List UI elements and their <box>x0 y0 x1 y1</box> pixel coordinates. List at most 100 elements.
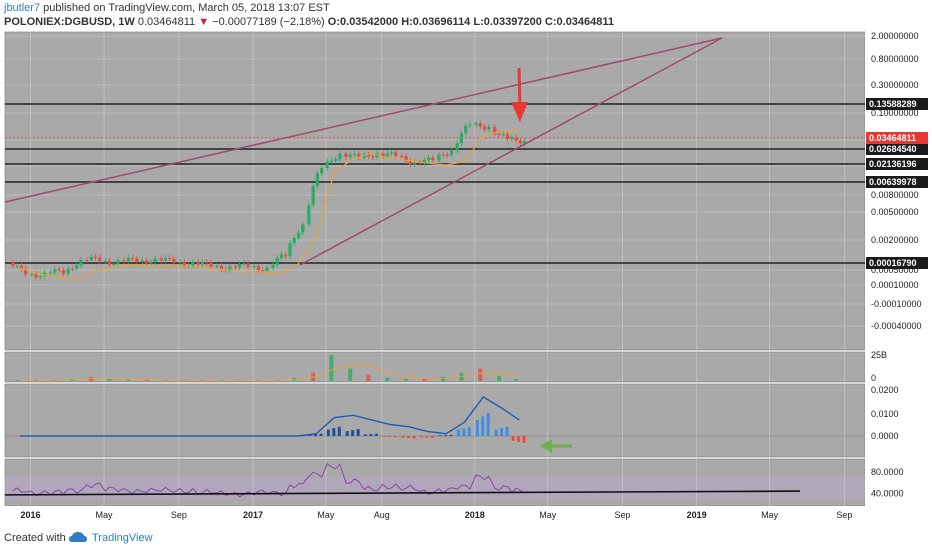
level-label-bg <box>866 257 928 269</box>
candle-body <box>116 260 120 264</box>
candle-body <box>57 269 61 271</box>
candle-body <box>228 266 232 270</box>
volume-tick-label: 0 <box>871 373 876 383</box>
macd-histogram-bar <box>505 426 509 436</box>
candle-body <box>89 256 93 261</box>
level-label: 0.02136196 <box>869 159 917 169</box>
candle-body <box>501 134 505 136</box>
candle-body <box>98 257 102 262</box>
x-tick-label: 2018 <box>465 510 485 520</box>
level-label-bg <box>866 98 928 110</box>
candle-body <box>288 243 292 257</box>
volume-bar <box>514 378 519 381</box>
x-axis-bg <box>0 506 932 522</box>
candle-body <box>371 156 375 158</box>
macd-histogram-bar <box>300 436 304 437</box>
macd-histogram-bar <box>486 413 490 436</box>
macd-histogram-bar <box>407 436 411 438</box>
macd-histogram-bar <box>18 436 22 437</box>
candle-body <box>506 134 510 139</box>
x-tick-label: May <box>761 510 779 520</box>
candles <box>11 120 527 281</box>
author-link[interactable]: jbutler7 <box>4 2 41 14</box>
volume-axis-bg <box>865 352 932 382</box>
rsi-trendline <box>4 490 801 496</box>
wedge-upper-line <box>4 37 723 203</box>
candle-body <box>93 256 98 258</box>
macd-tick-label: 0.0100 <box>871 409 899 419</box>
x-tick-label: Sep <box>171 510 187 520</box>
candle-body <box>219 265 223 270</box>
candle-body <box>418 162 422 164</box>
candle-body <box>145 260 149 264</box>
candle-body <box>394 152 398 156</box>
candle-body <box>441 154 445 156</box>
candle-body <box>311 186 315 206</box>
candle-body <box>329 160 333 162</box>
down-triangle-icon: ▼ <box>198 16 210 28</box>
rsi-tick-label: 80.0000 <box>871 467 904 477</box>
candle-body <box>389 152 394 154</box>
macd-histogram-bar <box>517 436 521 442</box>
level-label-bg <box>866 143 928 155</box>
chart-area[interactable]: 2016 May Sep 2017 May Aug 2018 May Sep 2019 May Sep… <box>0 30 932 525</box>
publish-line: jbutler7 published on TradingView.com, M… <box>4 2 330 14</box>
macd-histogram-bar <box>401 436 405 438</box>
price-panel-bg <box>4 31 866 351</box>
red-down-arrow-icon <box>511 102 528 122</box>
macd-histogram-bar <box>351 430 355 436</box>
moving-average-line <box>20 129 520 281</box>
candle-body <box>252 266 256 268</box>
volume-bar <box>422 378 427 381</box>
rsi-tick-label: 40.0000 <box>871 488 904 498</box>
candle-body <box>200 262 205 265</box>
tradingview-brand-link[interactable]: TradingView <box>92 532 153 544</box>
candle-body <box>159 258 163 261</box>
macd-histogram-bar <box>467 426 471 436</box>
current-price-label-bg <box>866 132 928 144</box>
candle-body <box>320 167 324 174</box>
macd-histogram-bar <box>511 436 515 441</box>
created-with-label: Created with <box>4 532 66 544</box>
level-label: 0.02684540 <box>869 144 917 154</box>
x-tick-label: 2019 <box>687 510 707 520</box>
volume-bar <box>348 368 353 381</box>
macd-histogram-bar <box>494 429 498 436</box>
macd-histogram-bar <box>393 436 397 438</box>
candle-body <box>325 161 329 168</box>
candle-body <box>265 267 269 271</box>
symbol-label: POLONIEX:DGBUSD, 1W <box>4 16 135 28</box>
candle-body <box>464 125 468 134</box>
candle-body <box>301 224 305 233</box>
candle-body <box>271 264 275 268</box>
y-tick-label: 0.00050000 <box>871 265 919 275</box>
candle-body <box>478 123 482 127</box>
candle-body <box>172 258 176 264</box>
candle-body <box>38 275 42 278</box>
candle-body <box>233 266 237 268</box>
macd-histogram-bar <box>308 434 312 436</box>
candle-body <box>66 268 70 274</box>
level-label: 0.00016790 <box>869 258 917 268</box>
candle-body <box>408 161 412 165</box>
macd-histogram-bar <box>319 433 323 436</box>
x-tick-label: Sep <box>836 510 852 520</box>
volume-tick-label: 25B <box>871 350 887 360</box>
price-change: −0.00077189 (−2.18%) <box>212 16 325 28</box>
candle-body <box>385 153 389 157</box>
candle-body <box>400 155 404 157</box>
candle-body <box>284 254 288 257</box>
macd-histogram-bar <box>337 426 341 436</box>
x-tick-label: May <box>96 510 114 520</box>
macd-histogram-bar <box>449 434 453 436</box>
volume-bar <box>329 355 334 381</box>
level-label: 0.00639978 <box>869 177 917 187</box>
candle-body <box>459 133 464 144</box>
candle-body <box>238 264 242 268</box>
x-tick-label: 2017 <box>243 510 263 520</box>
macd-tick-label: 0.0200 <box>871 385 899 395</box>
candle-body <box>112 263 116 265</box>
macd-histogram-bar <box>363 434 367 436</box>
x-tick-label: Sep <box>614 510 630 520</box>
candle-body <box>53 269 57 273</box>
